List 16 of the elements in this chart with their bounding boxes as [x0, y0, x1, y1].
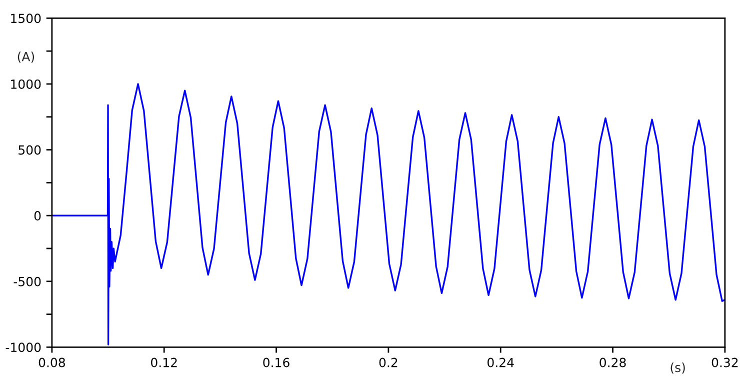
x-axis-title: (s): [670, 362, 685, 374]
x-tick-label: 0.08: [38, 358, 65, 368]
y-tick-label: 500: [18, 145, 41, 155]
x-tick-label: 0.32: [712, 358, 738, 368]
y-axis-title: (A): [18, 52, 34, 63]
y-tick-label: 1000: [11, 79, 41, 89]
x-tick-label: 0.28: [600, 358, 626, 368]
x-tick-label: 0.16: [263, 358, 290, 368]
x-tick-label: 0.24: [488, 358, 514, 368]
y-tick-label: -1000: [6, 342, 41, 352]
line-series: [52, 83, 725, 346]
y-tick-label: 1500: [11, 14, 41, 24]
y-tick-label: -500: [14, 276, 41, 286]
y-tick-label: 0: [34, 211, 41, 220]
x-tick-label: 0.12: [151, 358, 177, 368]
x-tick-label: 0.2: [379, 358, 398, 368]
